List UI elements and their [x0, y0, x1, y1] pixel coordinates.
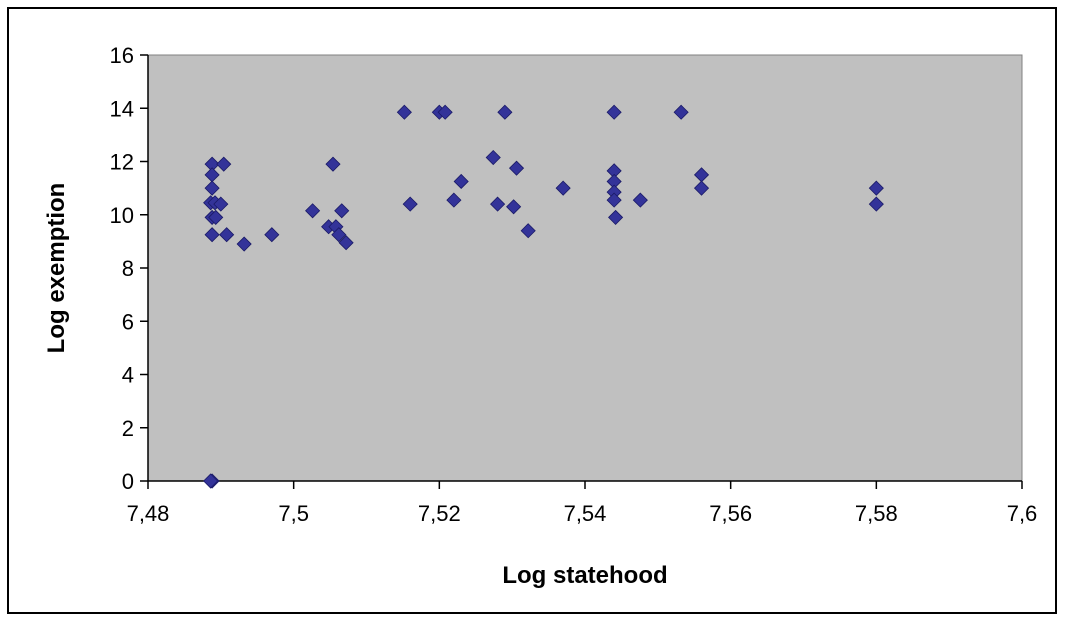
data-point	[402, 196, 418, 212]
data-point	[608, 209, 624, 225]
data-point	[396, 104, 412, 120]
x-tick-label: 7,48	[127, 501, 170, 526]
x-axis-title: Log statehood	[502, 562, 667, 589]
data-point	[453, 173, 469, 190]
data-point	[673, 104, 689, 120]
data-point	[446, 192, 462, 208]
plot-area	[147, 54, 1023, 482]
y-tick-label: 6	[122, 309, 134, 334]
data-point	[208, 209, 224, 225]
x-tick-label: 7,54	[564, 501, 607, 526]
data-point	[693, 180, 710, 196]
data-point	[506, 199, 522, 215]
x-tick-label: 7,56	[709, 501, 752, 526]
y-tick-label: 4	[122, 363, 134, 388]
x-tick-label: 7,6	[1007, 501, 1038, 526]
data-point	[508, 160, 525, 176]
y-tick-label: 12	[110, 150, 134, 175]
y-tick-label: 8	[122, 256, 134, 281]
x-tick-label: 7,5	[278, 501, 309, 526]
data-point	[325, 156, 341, 172]
data-point	[555, 180, 571, 196]
axes: 0 2 4 6 8 10 12 14 16 7,48 7,5 7,52 7,54 7,56 7,58 7,6	[110, 43, 1038, 526]
x-tick-label: 7,52	[418, 501, 461, 526]
data-point	[305, 203, 321, 219]
data-point	[606, 192, 622, 208]
data-point	[334, 203, 350, 219]
data-point	[632, 192, 648, 208]
data-point	[490, 196, 506, 212]
data-point	[520, 223, 536, 239]
data-point	[216, 156, 232, 172]
data-point	[868, 180, 884, 196]
x-tick-label: 7,58	[855, 501, 898, 526]
data-point	[338, 235, 354, 251]
data-point	[213, 196, 229, 212]
data-points	[203, 104, 884, 489]
data-point	[331, 227, 347, 243]
data-point	[204, 180, 220, 196]
data-point	[204, 227, 220, 243]
data-point	[485, 149, 501, 166]
data-point	[497, 104, 513, 120]
data-point	[219, 227, 235, 243]
y-tick-label: 0	[122, 469, 134, 494]
y-tick-label: 14	[110, 96, 134, 121]
y-tick-label: 16	[110, 43, 134, 68]
data-point	[236, 236, 252, 252]
data-point	[606, 104, 622, 120]
y-tick-label: 2	[122, 416, 134, 441]
data-point	[264, 227, 280, 243]
data-point	[868, 196, 884, 212]
data-point	[437, 104, 453, 120]
y-tick-label: 10	[110, 203, 134, 228]
y-axis-title: Log exemption	[43, 183, 70, 354]
data-point	[203, 473, 219, 489]
